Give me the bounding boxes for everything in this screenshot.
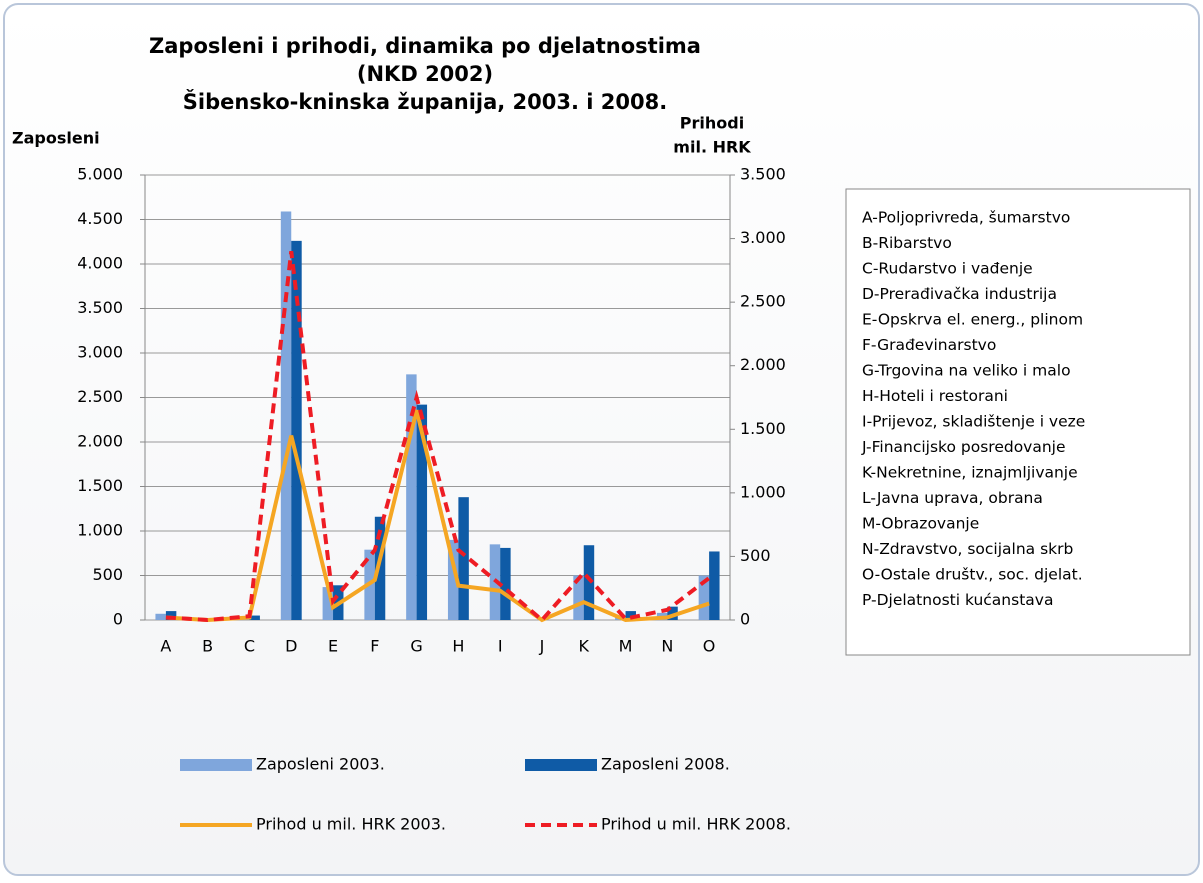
y2-tick-label: 2.500 [740, 292, 786, 311]
y2-tick-label: 3.000 [740, 228, 786, 247]
category-key-item: N-Zdravstvo, socijalna skrb [862, 540, 1073, 558]
y2-axis-label: mil. HRK [673, 138, 751, 157]
y-tick-label: 0 [113, 610, 123, 629]
category-key-item: G-Trgovina na veliko i malo [862, 362, 1071, 380]
y2-tick-label: 3.500 [740, 165, 786, 184]
x-tick-label: B [202, 637, 213, 656]
y2-tick-label: 1.500 [740, 419, 786, 438]
bar [155, 614, 165, 620]
bar [709, 551, 719, 620]
y2-tick-label: 500 [740, 546, 771, 565]
y-tick-label: 4.000 [77, 254, 123, 273]
bar [458, 497, 468, 620]
x-tick-label: N [661, 637, 673, 656]
y-tick-label: 4.500 [77, 209, 123, 228]
y2-tick-label: 2.000 [740, 355, 786, 374]
legend-label: Zaposleni 2008. [601, 755, 730, 774]
x-tick-label: A [160, 637, 171, 656]
category-key-item: O-Ostale društv., soc. djelat. [862, 566, 1083, 584]
category-key-item: D-Prerađivačka industrija [862, 285, 1057, 303]
bar [281, 211, 291, 620]
category-key-item: B-Ribarstvo [862, 234, 952, 252]
x-tick-label: O [703, 637, 716, 656]
y-tick-label: 2.000 [77, 432, 123, 451]
category-key-item: C-Rudarstvo i vađenje [862, 260, 1033, 278]
y2-axis-label: Prihodi [680, 114, 744, 133]
x-tick-label: H [452, 637, 464, 656]
category-key-item: A-Poljoprivreda, šumarstvo [862, 209, 1070, 227]
legend-label: Prihod u mil. HRK 2008. [601, 815, 791, 834]
y-tick-label: 2.500 [77, 387, 123, 406]
y-tick-label: 1.500 [77, 476, 123, 495]
y-tick-label: 1.000 [77, 521, 123, 540]
category-key-item: M-Obrazovanje [862, 515, 979, 533]
x-tick-label: C [244, 637, 255, 656]
legend-swatch [525, 759, 597, 771]
category-key-item: L-Javna uprava, obrana [862, 489, 1043, 507]
x-tick-label: E [328, 637, 338, 656]
legend-label: Prihod u mil. HRK 2003. [256, 815, 446, 834]
category-key-item: H-Hoteli i restorani [862, 387, 1008, 405]
category-key-item: E-Opskrva el. energ., plinom [862, 311, 1083, 329]
legend-swatch [180, 759, 252, 771]
y2-tick-label: 1.000 [740, 482, 786, 501]
chart-title: (NKD 2002) [357, 62, 493, 86]
category-key-item: K-Nekretnine, iznajmljivanje [862, 464, 1078, 482]
chart-title: Šibensko-kninska županija, 2003. i 2008. [183, 89, 667, 114]
x-tick-label: F [370, 637, 379, 656]
category-key-item: J-Financijsko posredovanje [861, 438, 1066, 456]
y-axis-label: Zaposleni [12, 129, 100, 148]
y-tick-label: 5.000 [77, 165, 123, 184]
y-tick-label: 3.500 [77, 298, 123, 317]
y-tick-label: 500 [92, 565, 123, 584]
category-key-item: F-Građevinarstvo [862, 336, 996, 354]
category-key-item: I-Prijevoz, skladištenje i veze [862, 413, 1085, 431]
x-tick-label: K [579, 637, 590, 656]
chart-title: Zaposleni i prihodi, dinamika po djelatn… [149, 34, 701, 58]
y2-tick-label: 0 [740, 610, 750, 629]
x-tick-label: J [539, 637, 545, 656]
y-tick-label: 3.000 [77, 343, 123, 362]
bar [584, 545, 594, 620]
x-tick-label: M [619, 637, 633, 656]
legend-label: Zaposleni 2003. [256, 755, 385, 774]
x-tick-label: I [498, 637, 503, 656]
category-key-item: P-Djelatnosti kućanstava [862, 591, 1053, 609]
x-tick-label: D [285, 637, 297, 656]
x-tick-label: G [410, 637, 422, 656]
